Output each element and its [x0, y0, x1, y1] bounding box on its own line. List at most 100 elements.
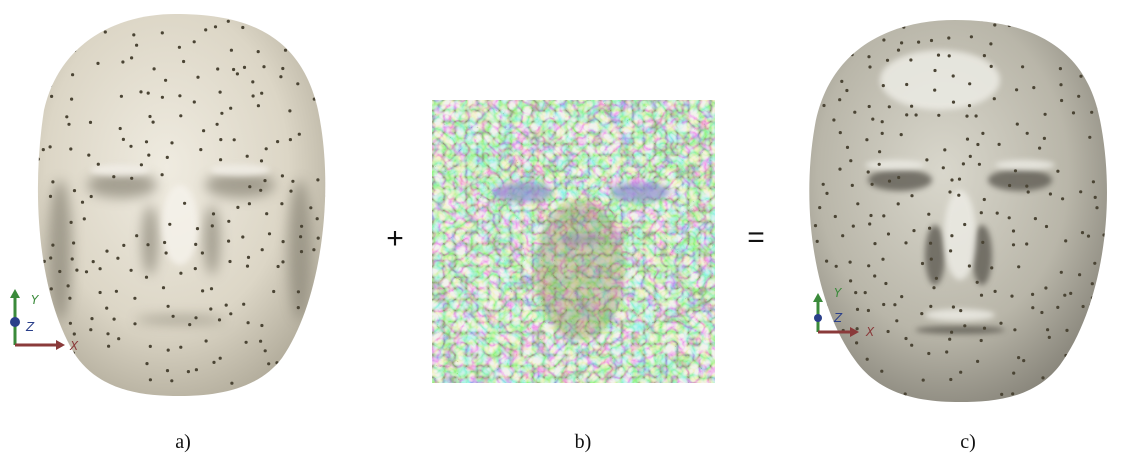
- landmark-dot: [51, 243, 55, 247]
- landmark-dot: [947, 36, 951, 40]
- landmark-dot: [130, 56, 134, 60]
- landmark-dot: [1075, 355, 1079, 359]
- landmark-dot: [929, 38, 934, 43]
- landmark-dot: [112, 317, 116, 321]
- landmark-dot: [259, 339, 263, 343]
- landmark-dot: [1022, 359, 1026, 363]
- landmark-dot: [195, 227, 200, 231]
- landmark-dot: [1086, 234, 1091, 238]
- landmark-dot: [281, 260, 285, 264]
- landmark-dot: [91, 260, 95, 264]
- landmark-dot: [943, 148, 947, 152]
- landmark-dot: [963, 222, 967, 227]
- landmark-dot: [1048, 192, 1052, 196]
- landmark-dot: [264, 147, 268, 151]
- landmark-dot: [948, 190, 952, 194]
- landmark-dot: [229, 106, 233, 110]
- landmark-dot: [877, 162, 881, 166]
- landmark-dot: [1010, 294, 1014, 298]
- landmark-dot: [1095, 206, 1099, 210]
- landmark-dot: [280, 174, 284, 178]
- landmark-dot: [1105, 239, 1107, 243]
- landmark-dot: [873, 274, 877, 278]
- landmark-dot: [951, 305, 956, 309]
- landmark-dot: [1059, 370, 1063, 374]
- landmark-dot: [296, 82, 300, 86]
- landmark-dot: [871, 117, 875, 121]
- landmark-dot: [1021, 65, 1025, 69]
- landmark-dot: [50, 94, 54, 98]
- landmark-dot: [1008, 183, 1012, 188]
- axis-label: Z: [25, 320, 35, 334]
- landmark-dot: [1044, 224, 1049, 229]
- landmark-dot: [58, 269, 62, 274]
- landmark-dot: [312, 97, 316, 101]
- landmark-dot: [235, 72, 239, 76]
- landmark-dot: [133, 296, 137, 300]
- landmark-dot: [829, 36, 833, 40]
- landmark-dot: [1112, 58, 1115, 61]
- landmark-dot: [118, 126, 122, 131]
- landmark-dot: [1059, 83, 1063, 87]
- landmark-dot: [1017, 356, 1021, 360]
- landmark-dot: [1088, 135, 1092, 139]
- landmark-dot: [1102, 233, 1106, 237]
- axis-label: Y: [834, 286, 843, 300]
- landmark-dot: [1033, 217, 1037, 221]
- landmark-dot: [80, 200, 85, 204]
- landmark-dot: [312, 379, 316, 383]
- landmark-dot: [199, 148, 203, 152]
- landmark-dot: [333, 44, 336, 47]
- landmark-dot: [152, 67, 156, 71]
- landmark-dot: [272, 289, 276, 294]
- landmark-dot: [882, 302, 886, 307]
- landmark-dot: [1110, 150, 1113, 153]
- landmark-dot: [816, 52, 820, 56]
- landmark-dot: [218, 356, 222, 360]
- landmark-dot: [855, 307, 860, 311]
- landmark-dot: [41, 148, 45, 152]
- landmark-dot: [245, 264, 250, 268]
- landmark-dot: [929, 257, 933, 261]
- landmark-dot: [1090, 296, 1094, 300]
- landmark-dot: [129, 268, 133, 272]
- landmark-dot: [914, 113, 918, 117]
- axis-icon-c: Y Z X: [813, 286, 875, 339]
- landmark-dot: [995, 211, 999, 215]
- landmark-dot: [870, 182, 874, 186]
- landmark-dot: [917, 40, 921, 44]
- landmark-dot: [323, 227, 326, 231]
- landmark-dot: [51, 180, 55, 184]
- landmark-dot: [292, 20, 296, 24]
- landmark-dot: [312, 248, 316, 252]
- landmark-dot: [107, 344, 111, 348]
- landmark-dot: [1031, 306, 1035, 310]
- axis-icon-a: Y Z X: [10, 289, 79, 353]
- landmark-dot: [1103, 361, 1107, 365]
- landmark-dot: [815, 239, 819, 243]
- landmark-dot: [912, 229, 916, 233]
- landmark-dot: [927, 351, 931, 356]
- landmark-dot: [932, 286, 936, 290]
- operator-plus: +: [386, 222, 404, 255]
- landmark-dot: [821, 182, 825, 186]
- landmark-dot: [43, 93, 47, 97]
- landmark-dot: [34, 45, 37, 48]
- landmark-dot: [941, 166, 945, 170]
- landmark-dot: [825, 259, 829, 263]
- landmark-dot: [1046, 328, 1050, 332]
- landmark-dot: [1065, 47, 1069, 51]
- landmark-dot: [1047, 335, 1051, 339]
- landmark-dot: [869, 213, 873, 218]
- landmark-dot: [82, 217, 86, 221]
- landmark-dot: [179, 271, 183, 275]
- landmark-dot: [204, 339, 208, 343]
- landmark-dot: [289, 189, 293, 193]
- landmark-dot: [256, 104, 260, 108]
- landmark-dot: [1011, 392, 1015, 396]
- landmark-dot: [244, 340, 248, 344]
- landmark-dot: [37, 233, 39, 237]
- displacement-map: [432, 100, 715, 383]
- landmark-dot: [38, 106, 42, 110]
- landmark-dot: [979, 211, 983, 215]
